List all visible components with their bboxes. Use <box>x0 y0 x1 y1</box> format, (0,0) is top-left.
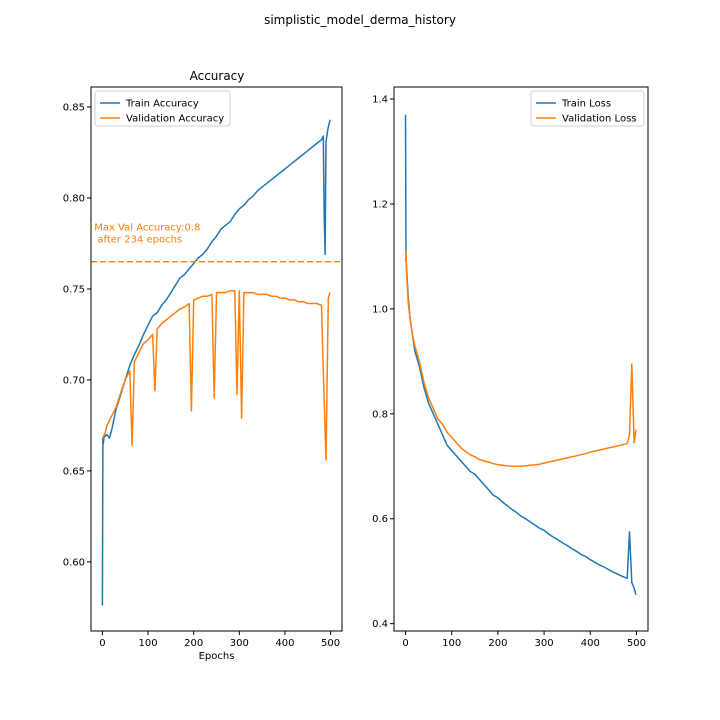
loss-legend-label-train-loss: Train Loss <box>561 99 611 110</box>
loss-y-tick-label: 0.4 <box>372 619 388 630</box>
loss-y-tick-label: 0.8 <box>372 409 388 420</box>
loss-series-validation-loss <box>404 250 637 468</box>
accuracy-x-axis-label: Epochs <box>199 651 235 662</box>
loss-y-tick-label: 1.2 <box>372 199 388 210</box>
accuracy-y-tick-label: 0.65 <box>63 466 85 477</box>
loss-x-tick-label: 500 <box>627 638 646 649</box>
max-val-accuracy-epochs-label: after 234 epochs <box>94 235 182 246</box>
loss-legend: Train Loss Validation Loss <box>530 90 645 127</box>
loss-x-tick-label: 400 <box>581 638 600 649</box>
loss-axes-frame <box>393 86 649 632</box>
accuracy-y-tick-label: 0.80 <box>63 193 85 204</box>
loss-subplot: 0 100 200 300 400 500 0.4 0.6 0.8 1.0 1.2 1.4 Train… <box>372 86 649 649</box>
accuracy-x-tick-label: 300 <box>230 638 249 649</box>
loss-y-tick-label: 1.0 <box>372 304 388 315</box>
figure-suptitle: simplistic_model_derma_history <box>264 13 456 27</box>
max-val-accuracy-label: Max Val Accuracy:0.8 <box>94 223 200 234</box>
accuracy-series-validation-accuracy <box>101 290 331 461</box>
accuracy-subplot-title: Accuracy <box>190 69 245 83</box>
accuracy-legend: Train Accuracy Validation Accuracy <box>94 90 231 127</box>
loss-x-tick-label: 100 <box>442 638 461 649</box>
accuracy-y-tick-label: 0.60 <box>63 557 85 568</box>
loss-series-train-loss <box>404 114 637 596</box>
loss-series-layer <box>404 114 637 596</box>
accuracy-axes-frame <box>90 86 343 632</box>
accuracy-x-tick-label: 0 <box>99 638 105 649</box>
accuracy-subplot: Accuracy Max Val Accuracy:0.8 after 234 … <box>63 69 343 662</box>
accuracy-x-tick-label: 100 <box>138 638 157 649</box>
loss-y-tick-label: 1.4 <box>372 95 388 106</box>
accuracy-ticks: 0 100 200 300 400 500 0.60 0.65 0.70 0.75 0.80 0.85 <box>63 103 340 649</box>
loss-y-tick-label: 0.6 <box>372 514 388 525</box>
loss-legend-box <box>530 90 645 127</box>
accuracy-y-tick-label: 0.85 <box>63 103 85 114</box>
accuracy-legend-box <box>94 90 231 127</box>
accuracy-annotation: Max Val Accuracy:0.8 after 234 epochs <box>91 223 342 263</box>
accuracy-x-tick-label: 500 <box>321 638 340 649</box>
accuracy-legend-label-validation-accuracy: Validation Accuracy <box>126 114 224 125</box>
loss-x-tick-label: 0 <box>402 638 408 649</box>
accuracy-series-layer <box>101 119 331 606</box>
loss-ticks: 0 100 200 300 400 500 0.4 0.6 0.8 1.0 1.2 1.4 <box>372 95 646 649</box>
accuracy-y-tick-label: 0.70 <box>63 375 85 386</box>
loss-legend-label-validation-loss: Validation Loss <box>562 114 637 125</box>
accuracy-y-tick-label: 0.75 <box>63 284 85 295</box>
accuracy-legend-label-train-accuracy: Train Accuracy <box>125 99 199 110</box>
accuracy-x-tick-label: 400 <box>275 638 294 649</box>
loss-x-tick-label: 200 <box>488 638 507 649</box>
accuracy-x-tick-label: 200 <box>184 638 203 649</box>
loss-x-tick-label: 300 <box>535 638 554 649</box>
